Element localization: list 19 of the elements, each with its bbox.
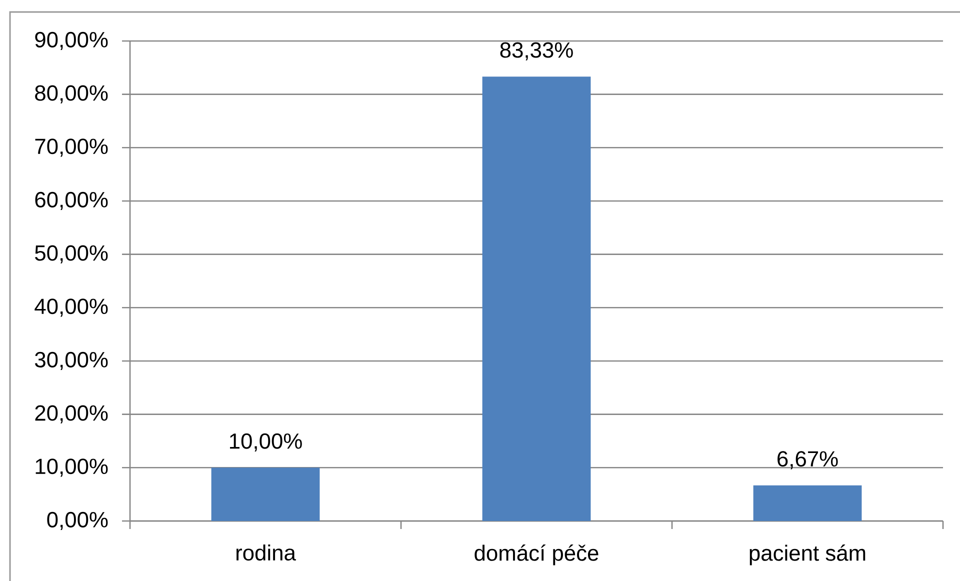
data-label: 6,67% — [778, 451, 838, 470]
data-label: 10,00% — [230, 433, 302, 452]
y-tick-label: 50,00% — [35, 245, 108, 264]
y-tick-label: 80,00% — [35, 85, 108, 104]
y-tick-label: 0,00% — [47, 512, 108, 530]
x-tick-label: pacient sám — [750, 544, 866, 566]
x-tick-label: rodina — [236, 544, 296, 561]
bar — [211, 468, 320, 521]
x-tick-label: domácí péče — [474, 544, 598, 566]
y-tick-label: 70,00% — [35, 138, 108, 157]
y-tick-label: 10,00% — [36, 458, 108, 477]
y-tick-label: 40,00% — [34, 298, 108, 317]
y-tick-label: 90,00% — [35, 32, 108, 50]
y-tick-label: 30,00% — [34, 352, 108, 370]
y-tick-label: 60,00% — [35, 192, 108, 210]
bar — [482, 76, 591, 521]
y-tick-label: 20,00% — [35, 405, 108, 424]
bar — [753, 485, 862, 521]
data-label: 83,33% — [500, 42, 573, 60]
